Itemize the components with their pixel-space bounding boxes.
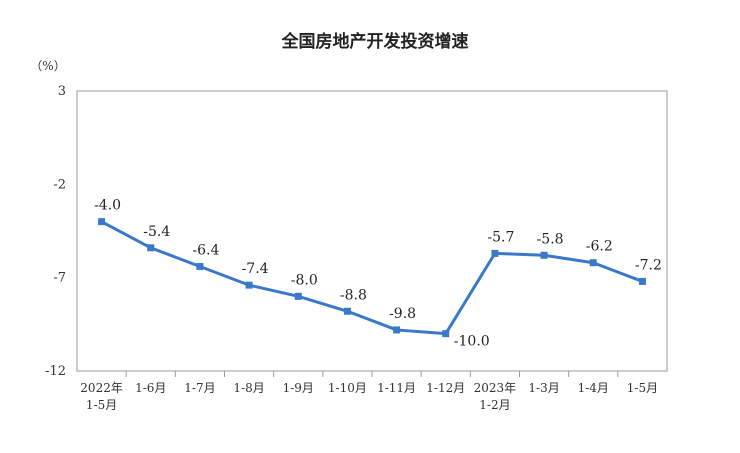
data-label: -6.2 (586, 239, 613, 255)
x-tick-label: 2022年 (80, 381, 123, 395)
x-tick-label: 1-5月 (86, 398, 117, 412)
data-point-marker (589, 259, 597, 267)
data-point-marker (491, 249, 499, 257)
series-layer: -4.0 -5.4 -6.4 -7.4 -8.0 -8.8 -9.8 -10.0 -5.7 -5.… (94, 198, 662, 350)
x-tick-label: 1-7月 (184, 381, 215, 395)
data-point-marker (147, 244, 155, 252)
x-tick-label: 1-4月 (578, 381, 609, 395)
data-label: -5.7 (487, 229, 514, 245)
data-point-marker (98, 218, 106, 226)
series-line (100, 220, 643, 336)
data-label: -7.2 (635, 257, 662, 273)
data-point-marker (442, 330, 450, 338)
y-tick-label: 3 (58, 84, 66, 99)
x-tick-label: 1-12月 (426, 381, 465, 395)
data-label: -9.8 (389, 306, 416, 322)
x-tick-label: 1-10月 (328, 381, 367, 395)
data-label: -5.8 (537, 231, 564, 247)
data-label: -6.4 (192, 242, 219, 258)
x-tick-label: 1-9月 (283, 381, 314, 395)
data-point-marker (343, 307, 351, 315)
x-tick-label: 1-8月 (233, 381, 264, 395)
x-axis: 2022年 1-5月 1-6月 1-7月 1-8月 1-9月 1-10月 1-11月 1-12月… (80, 371, 658, 412)
data-label: -4.0 (94, 198, 121, 214)
x-tick-label: 1-6月 (135, 381, 166, 395)
data-label: -8.0 (291, 272, 318, 288)
y-unit-label: （%） (30, 59, 65, 73)
x-tick-label: 1-5月 (627, 381, 658, 395)
data-label: -5.4 (143, 224, 170, 240)
data-point-marker (294, 292, 302, 300)
data-point-marker (245, 281, 253, 289)
data-point-marker (393, 326, 401, 334)
x-tick-label: 2023年 (474, 381, 517, 395)
data-point-marker (196, 262, 204, 270)
y-tick-label: -2 (53, 177, 66, 192)
y-tick-label: -7 (53, 271, 66, 286)
data-label: -8.8 (340, 287, 367, 303)
y-tick-label: -12 (45, 364, 66, 379)
data-point-marker (540, 251, 548, 259)
data-label: -10.0 (454, 334, 490, 350)
x-tick-label: 1-2月 (479, 398, 510, 412)
x-tick-label: 1-11月 (377, 381, 416, 395)
data-point-marker (638, 277, 646, 285)
data-label: -7.4 (242, 261, 269, 277)
y-axis: 3 -2 -7 -12 (45, 84, 66, 379)
x-tick-label: 1-3月 (528, 381, 559, 395)
chart-title: 全国房地产开发投资增速 (281, 31, 469, 52)
